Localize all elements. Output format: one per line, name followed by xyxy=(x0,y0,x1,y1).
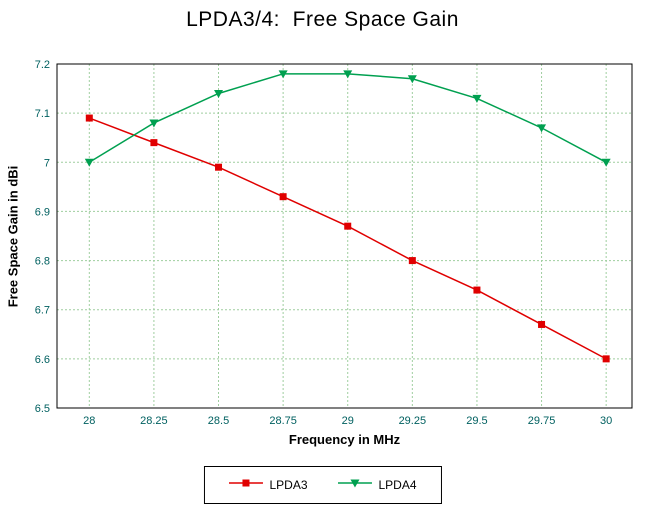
legend-label-lpda3: LPDA3 xyxy=(269,478,308,492)
y-axis-label-wrap: Free Space Gain in dBi xyxy=(0,64,26,408)
legend-item-lpda4: LPDA4 xyxy=(337,476,417,494)
svg-text:6.9: 6.9 xyxy=(35,206,50,218)
svg-text:6.8: 6.8 xyxy=(35,256,50,268)
plot-area: 28 28.25 28.5 28.75 29 29.25 29.5 29.75 30 6.5 6.6… xyxy=(35,59,633,427)
svg-text:29: 29 xyxy=(342,415,354,427)
chart-title: LPDA3/4: Free Space Gain xyxy=(186,8,459,31)
svg-text:6.5: 6.5 xyxy=(35,403,50,415)
lpda3-marker-icon xyxy=(228,476,263,494)
svg-text:28: 28 xyxy=(83,415,95,427)
y-axis-label: Free Space Gain in dBi xyxy=(5,165,21,307)
svg-text:6.7: 6.7 xyxy=(35,305,50,317)
svg-text:29.5: 29.5 xyxy=(466,415,487,427)
x-axis-label: Frequency in MHz xyxy=(288,432,401,447)
legend-item-lpda3: LPDA3 xyxy=(228,476,308,494)
svg-text:7: 7 xyxy=(44,157,50,169)
legend-label-lpda4: LPDA4 xyxy=(378,478,417,492)
svg-text:30: 30 xyxy=(600,415,612,427)
lpda4-marker-icon xyxy=(337,476,372,494)
svg-text:28.25: 28.25 xyxy=(140,415,168,427)
svg-text:29.25: 29.25 xyxy=(399,415,427,427)
svg-text:28.75: 28.75 xyxy=(269,415,297,427)
svg-text:6.6: 6.6 xyxy=(35,354,50,366)
svg-text:29.75: 29.75 xyxy=(528,415,556,427)
svg-text:7.2: 7.2 xyxy=(35,59,50,71)
svg-text:7.1: 7.1 xyxy=(35,108,50,120)
svg-text:28.5: 28.5 xyxy=(208,415,229,427)
legend: LPDA3 LPDA4 xyxy=(203,466,442,504)
